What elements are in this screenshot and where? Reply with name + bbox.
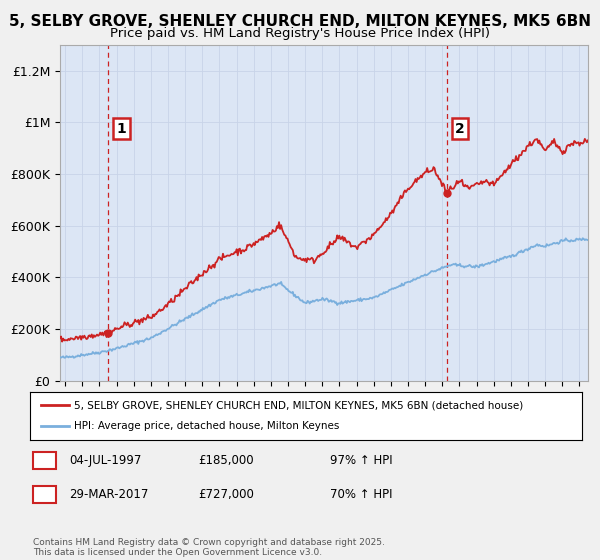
Text: HPI: Average price, detached house, Milton Keynes: HPI: Average price, detached house, Milt… — [74, 421, 340, 431]
Text: 2: 2 — [40, 488, 49, 501]
Text: 29-MAR-2017: 29-MAR-2017 — [69, 488, 148, 501]
Text: £727,000: £727,000 — [198, 488, 254, 501]
Text: 04-JUL-1997: 04-JUL-1997 — [69, 454, 142, 468]
Text: 1: 1 — [40, 454, 49, 468]
Text: £185,000: £185,000 — [198, 454, 254, 468]
Text: Price paid vs. HM Land Registry's House Price Index (HPI): Price paid vs. HM Land Registry's House … — [110, 27, 490, 40]
Text: 5, SELBY GROVE, SHENLEY CHURCH END, MILTON KEYNES, MK5 6BN: 5, SELBY GROVE, SHENLEY CHURCH END, MILT… — [9, 14, 591, 29]
Text: 70% ↑ HPI: 70% ↑ HPI — [330, 488, 392, 501]
Text: Contains HM Land Registry data © Crown copyright and database right 2025.
This d: Contains HM Land Registry data © Crown c… — [33, 538, 385, 557]
Text: 5, SELBY GROVE, SHENLEY CHURCH END, MILTON KEYNES, MK5 6BN (detached house): 5, SELBY GROVE, SHENLEY CHURCH END, MILT… — [74, 400, 523, 410]
Text: 1: 1 — [116, 122, 127, 136]
Text: 97% ↑ HPI: 97% ↑ HPI — [330, 454, 392, 468]
Text: 2: 2 — [455, 122, 465, 136]
